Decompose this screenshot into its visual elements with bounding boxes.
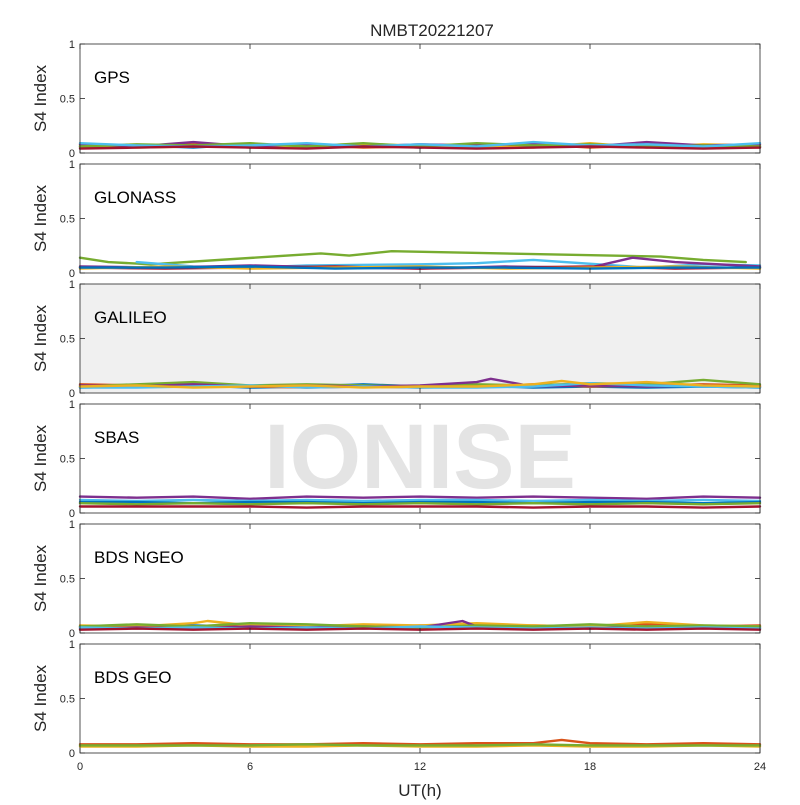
panel-label: GPS — [94, 68, 130, 87]
y-axis-label: S4 Index — [31, 664, 50, 732]
y-axis-label: S4 Index — [31, 304, 50, 372]
panel-label: GLONASS — [94, 188, 176, 207]
y-axis-label: S4 Index — [31, 424, 50, 492]
panel-2-series-5 — [78, 379, 762, 389]
y-tick-label: 0 — [69, 148, 75, 160]
y-tick-label: 0.5 — [60, 454, 75, 466]
y-axis-label: S4 Index — [31, 64, 50, 132]
x-tick-label: 18 — [584, 761, 596, 773]
x-tick-label: 6 — [247, 761, 253, 773]
panel-2-series-3 — [78, 377, 762, 388]
panel-2: 0 0.5 1 GALILEO S4 Index — [31, 279, 762, 400]
panel-background — [80, 284, 760, 393]
y-tick-label: 0.5 — [60, 574, 75, 586]
x-tick-label: 0 — [77, 761, 83, 773]
x-axis-label: UT(h) — [398, 781, 441, 800]
panel-5: 0 0.5 1 BDS GEO S4 Index — [31, 639, 762, 760]
panel-5-series-0 — [78, 738, 762, 746]
panel-1-series-0 — [78, 249, 747, 266]
y-tick-label: 0 — [69, 388, 75, 400]
y-axis-label: S4 Index — [31, 184, 50, 252]
panel-5-series-2 — [78, 743, 762, 747]
x-tick-label: 12 — [414, 761, 426, 773]
y-tick-label: 1 — [69, 39, 75, 51]
y-tick-label: 0.5 — [60, 94, 75, 106]
panel-background — [80, 524, 760, 633]
y-tick-label: 0.5 — [60, 214, 75, 226]
panel-label: BDS NGEO — [94, 548, 184, 567]
panel-1-series-5 — [78, 265, 762, 270]
y-tick-label: 1 — [69, 159, 75, 171]
chart-title: NMBT20221207 — [370, 21, 494, 40]
panel-label: SBAS — [94, 428, 139, 447]
panel-0: 0 0.5 1 GPS S4 Index — [31, 39, 762, 160]
y-tick-label: 0 — [69, 748, 75, 760]
panel-label: BDS GEO — [94, 668, 171, 687]
y-axis-label: S4 Index — [31, 544, 50, 612]
x-tick-label: 24 — [754, 761, 766, 773]
y-tick-label: 0 — [69, 508, 75, 520]
panel-3-series-3 — [78, 502, 762, 506]
panel-3-series-4 — [78, 505, 762, 509]
panel-3-series-0 — [78, 495, 762, 500]
y-tick-label: 0 — [69, 268, 75, 280]
panel-background — [80, 164, 760, 273]
panel-0-series-6 — [78, 145, 762, 150]
watermark-text: IONISE — [264, 406, 576, 508]
panel-4: 0 0.5 1 BDS NGEO S4 Index — [31, 519, 762, 640]
panel-background — [80, 44, 760, 153]
panel-3: 0 0.5 1 SBAS S4 Index — [31, 399, 762, 520]
panel-1: 0 0.5 1 GLONASS S4 Index — [31, 159, 762, 280]
y-tick-label: 1 — [69, 279, 75, 291]
panel-4-series-2 — [78, 619, 762, 628]
y-tick-label: 0.5 — [60, 694, 75, 706]
panel-background — [80, 404, 760, 513]
y-tick-label: 0.5 — [60, 334, 75, 346]
panel-background — [80, 644, 760, 753]
y-tick-label: 0 — [69, 628, 75, 640]
y-tick-label: 1 — [69, 519, 75, 531]
panel-label: GALILEO — [94, 308, 167, 327]
panels-layer: 0 0.5 1 GPS S4 Index 0 0.5 1 GLONASS S4 Index 0 0.5… — [31, 39, 766, 773]
y-tick-label: 1 — [69, 399, 75, 411]
y-tick-label: 1 — [69, 639, 75, 651]
